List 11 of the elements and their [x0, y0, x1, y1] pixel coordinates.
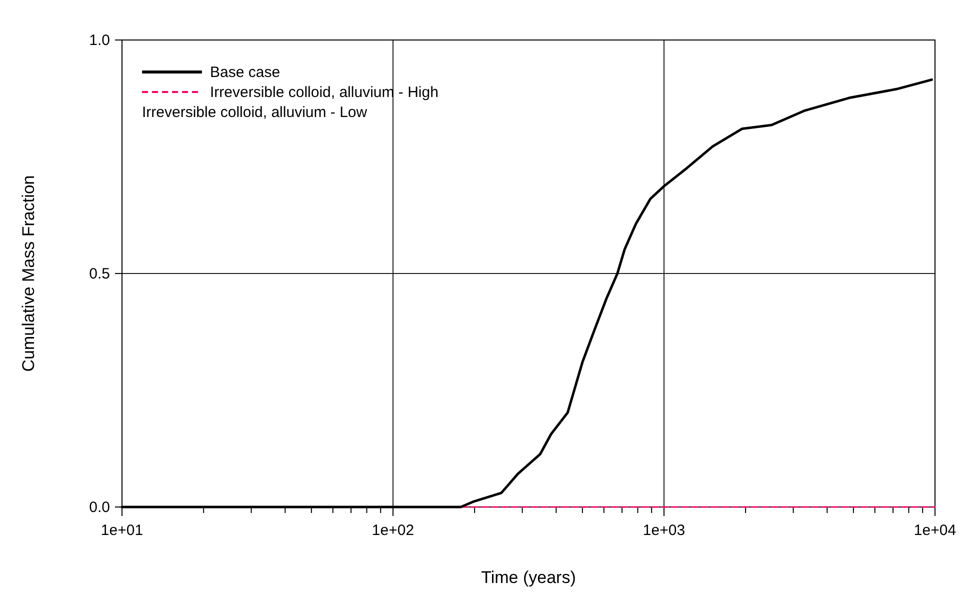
annotation: Irreversible colloid, alluvium - Low [142, 104, 368, 121]
y-tick-label: 0.5 [89, 266, 110, 282]
y-tick-label: 0.0 [89, 499, 110, 516]
x-tick-label: 1e+04 [914, 522, 956, 539]
y-axis-title: Cumulative Mass Fraction [19, 175, 38, 372]
x-tick-label: 1e+03 [642, 522, 686, 539]
legend-label: Base case [210, 64, 280, 81]
x-tick-label: 1e+01 [100, 522, 144, 539]
x-axis-title: Time (years) [481, 568, 576, 587]
x-tick-label: 1e+02 [372, 522, 414, 539]
y-tick-label: 1.0 [89, 32, 110, 49]
